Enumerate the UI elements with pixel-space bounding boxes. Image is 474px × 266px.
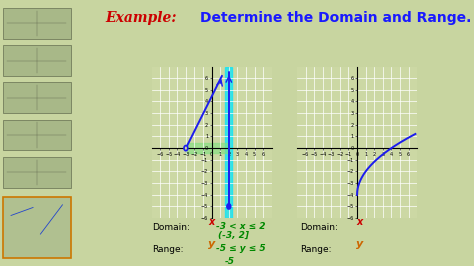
Text: Domain:: Domain: — [300, 223, 337, 232]
Bar — [3, 197, 71, 258]
Text: y: y — [356, 239, 364, 249]
Bar — [3, 120, 71, 150]
Bar — [3, 157, 71, 188]
Text: Example:: Example: — [106, 11, 177, 25]
Circle shape — [227, 204, 231, 209]
Bar — [3, 8, 71, 39]
Bar — [3, 45, 71, 76]
Text: Domain:: Domain: — [152, 223, 190, 232]
Text: -5 ≤ y ≤ 5: -5 ≤ y ≤ 5 — [216, 244, 265, 253]
Bar — [186, 143, 229, 153]
Bar — [225, 66, 232, 218]
Text: -5: -5 — [225, 257, 235, 265]
Text: y: y — [208, 239, 215, 249]
Text: -3 < x ≤ 2: -3 < x ≤ 2 — [216, 222, 265, 231]
Bar — [3, 82, 71, 113]
Text: (-3, 2]: (-3, 2] — [218, 231, 249, 240]
Text: x: x — [209, 217, 215, 227]
Text: Range:: Range: — [152, 245, 184, 254]
Text: Range:: Range: — [300, 245, 331, 254]
Circle shape — [184, 146, 188, 151]
Text: x: x — [357, 217, 363, 227]
Text: Determine the Domain and Range.: Determine the Domain and Range. — [200, 11, 471, 25]
